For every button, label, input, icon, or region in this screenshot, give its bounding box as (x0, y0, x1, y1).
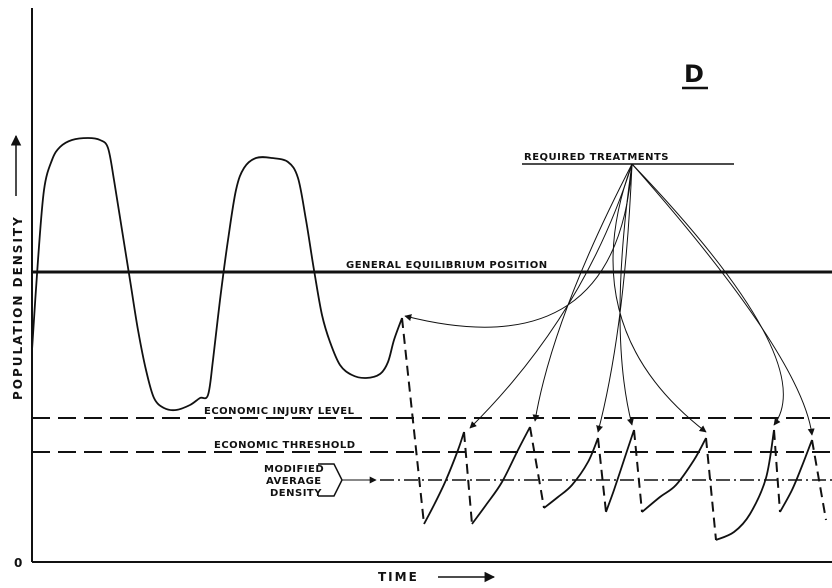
regrowth-arc-5 (641, 437, 707, 513)
origin-label: 0 (14, 556, 22, 570)
untreated-population-curve (31, 137, 403, 412)
y-axis-label: POPULATION DENSITY (11, 215, 25, 400)
treatment-drop-7 (773, 429, 781, 513)
regrowth-arc-3 (543, 437, 599, 509)
economic-injury-label: ECONOMIC INJURY LEVEL (204, 406, 355, 417)
regrowth-arc-4 (605, 429, 635, 513)
treatment-drop-8 (811, 439, 827, 521)
required-treatments-label: REQUIRED TREATMENTS (524, 152, 669, 163)
treatment-arrow-7 (631, 163, 815, 436)
panel-label: D (684, 60, 704, 88)
treatment-drop-2 (463, 431, 473, 525)
treatment-drop-lines (401, 317, 827, 541)
treatment-arrow-6 (631, 163, 784, 426)
x-axis-label: TIME (378, 570, 419, 584)
regrowth-arc-2 (471, 426, 531, 525)
treatment-drop-1 (401, 317, 425, 525)
modified-label-line-1: MODIFIED (264, 464, 324, 475)
economic-threshold-label: ECONOMIC THRESHOLD (214, 440, 356, 451)
regrowth-arc-6 (715, 429, 775, 541)
equilibrium-label: GENERAL EQUILIBRIUM POSITION (346, 260, 548, 271)
modified-label-line-3: DENSITY (270, 488, 322, 499)
regrowth-arc-1 (423, 431, 465, 525)
treatment-arrow-5 (612, 163, 707, 433)
modified-label-line-2: AVERAGE (266, 476, 322, 487)
regrowth-arc-7 (779, 439, 813, 513)
regrowth-arcs (423, 426, 813, 541)
treatment-arrows (404, 163, 815, 436)
treatment-drop-6 (705, 437, 717, 541)
treatment-drop-5 (633, 429, 643, 513)
treatment-drop-4 (597, 437, 607, 513)
treatment-arrow-8 (404, 163, 633, 328)
treatment-drop-3 (529, 426, 545, 509)
